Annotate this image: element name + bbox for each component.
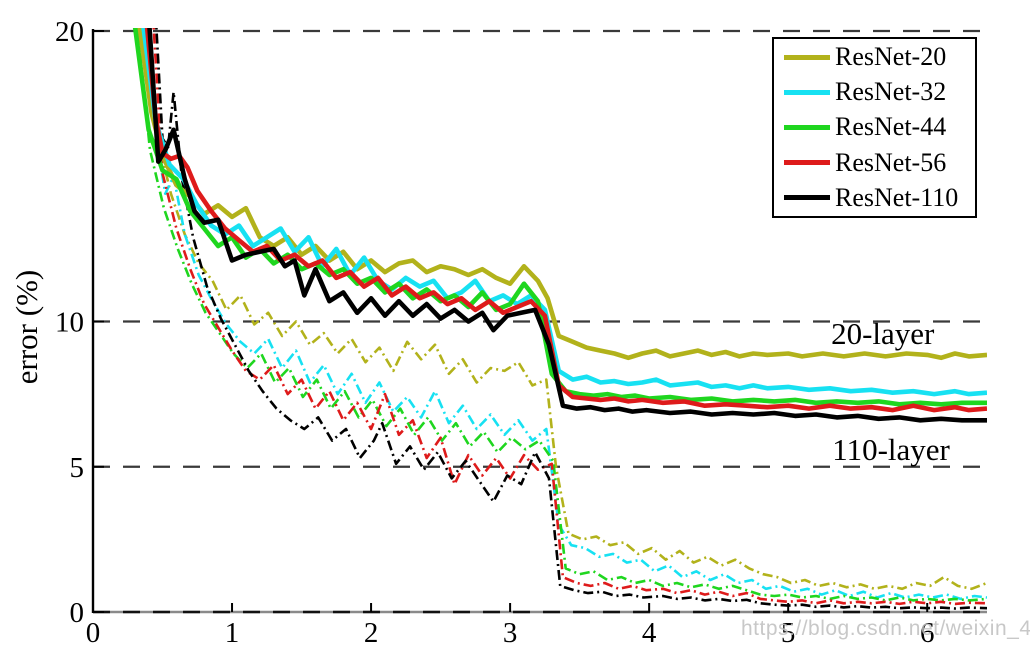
- legend-label: ResNet-56: [835, 147, 947, 177]
- annotation-110-layer: 110-layer: [832, 431, 950, 467]
- y-tick-label-0: 0: [70, 597, 85, 629]
- legend-line-swatch: [784, 54, 830, 60]
- legend-label: ResNet-110: [835, 182, 959, 212]
- series-curves: [132, 28, 987, 610]
- curve-resnet20-train: [143, 28, 987, 591]
- legend: ResNet-20 ResNet-32 ResNet-44 ResNet-56 …: [772, 37, 977, 218]
- x-tick-label-4: 4: [642, 617, 657, 649]
- legend-item-resnet-32: ResNet-32: [774, 75, 975, 109]
- x-tick-label-5: 5: [781, 617, 796, 649]
- curve-resnet20-test: [137, 28, 987, 361]
- watermark-text: https://blog.csdn.net/weixin_44751294: [741, 617, 1030, 640]
- legend-line-swatch: [784, 89, 830, 95]
- legend-item-resnet-110: ResNet-110: [774, 181, 975, 215]
- x-tick-label-6: 6: [920, 617, 935, 649]
- curve-resnet56-train: [152, 28, 987, 606]
- legend-line-swatch: [784, 160, 830, 166]
- annotation-20-layer: 20-layer: [831, 315, 935, 351]
- curve-resnet110-train: [155, 28, 987, 610]
- y-tick-label-20: 20: [55, 16, 84, 48]
- legend-line-swatch: [784, 195, 830, 201]
- curve-resnet56-test: [144, 28, 987, 413]
- legend-label: ResNet-20: [835, 42, 947, 72]
- legend-line-swatch: [784, 124, 830, 130]
- tick-labels: 0 5 10 20 0 1 2 3 4 5 6: [55, 16, 934, 649]
- legend-item-resnet-56: ResNet-56: [774, 146, 975, 180]
- legend-label: ResNet-32: [835, 77, 947, 107]
- curve-resnet44-train: [136, 28, 987, 602]
- curve-resnet110-test: [147, 28, 987, 423]
- legend-item-resnet-20: ResNet-20: [774, 40, 975, 74]
- y-axis-title: error (%): [9, 269, 44, 385]
- legend-item-resnet-44: ResNet-44: [774, 110, 975, 144]
- x-tick-label-3: 3: [503, 617, 518, 649]
- y-tick-label-5: 5: [70, 452, 85, 484]
- x-axis: [92, 603, 987, 614]
- legend-label: ResNet-44: [835, 112, 947, 142]
- x-tick-label-0: 0: [86, 617, 101, 649]
- y-axis: [91, 29, 104, 613]
- y-tick-label-10: 10: [55, 307, 84, 339]
- x-tick-label-1: 1: [225, 617, 240, 649]
- x-tick-label-2: 2: [364, 617, 379, 649]
